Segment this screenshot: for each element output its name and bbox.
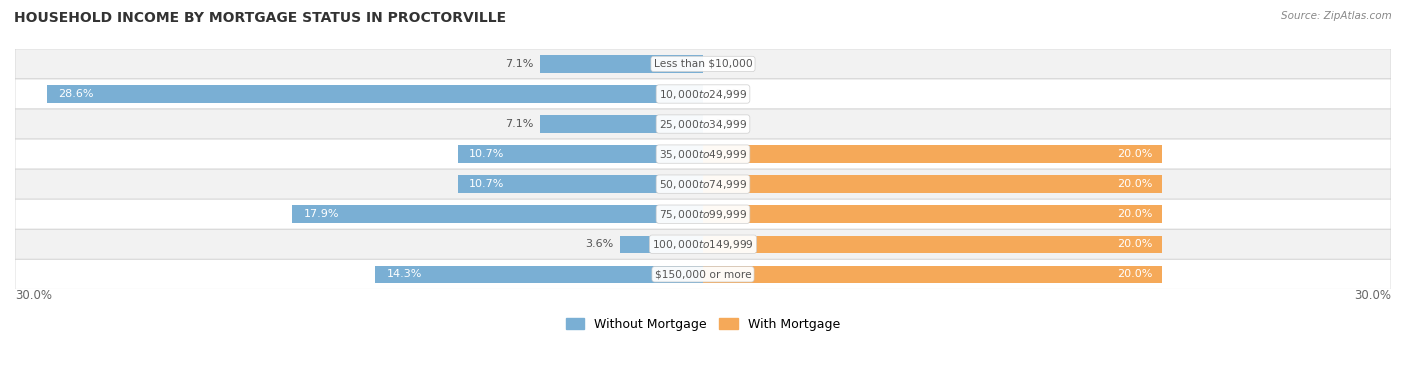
FancyBboxPatch shape — [15, 109, 1391, 139]
Bar — [457, 146, 703, 163]
Bar — [703, 146, 1161, 163]
Bar — [540, 115, 703, 133]
Bar — [703, 175, 1161, 193]
Text: 17.9%: 17.9% — [304, 209, 339, 219]
Text: 14.3%: 14.3% — [387, 269, 422, 279]
Text: 10.7%: 10.7% — [470, 179, 505, 189]
Text: 30.0%: 30.0% — [1354, 289, 1391, 302]
Text: $35,000 to $49,999: $35,000 to $49,999 — [659, 147, 747, 161]
Bar — [457, 175, 703, 193]
Text: $75,000 to $99,999: $75,000 to $99,999 — [659, 208, 747, 221]
Bar — [48, 85, 703, 103]
FancyBboxPatch shape — [15, 79, 1391, 109]
Bar — [620, 236, 703, 253]
Legend: Without Mortgage, With Mortgage: Without Mortgage, With Mortgage — [561, 313, 845, 336]
FancyBboxPatch shape — [15, 49, 1391, 79]
Text: Source: ZipAtlas.com: Source: ZipAtlas.com — [1281, 11, 1392, 21]
Text: $50,000 to $74,999: $50,000 to $74,999 — [659, 178, 747, 191]
FancyBboxPatch shape — [15, 259, 1391, 289]
Text: 3.6%: 3.6% — [585, 239, 613, 249]
Text: 20.0%: 20.0% — [1118, 209, 1153, 219]
Text: 7.1%: 7.1% — [505, 119, 533, 129]
Bar — [375, 265, 703, 283]
Text: 7.1%: 7.1% — [505, 59, 533, 69]
FancyBboxPatch shape — [15, 199, 1391, 229]
Text: HOUSEHOLD INCOME BY MORTGAGE STATUS IN PROCTORVILLE: HOUSEHOLD INCOME BY MORTGAGE STATUS IN P… — [14, 11, 506, 25]
Bar — [703, 205, 1161, 223]
Bar — [703, 265, 1161, 283]
Text: 0.0%: 0.0% — [714, 89, 742, 99]
Text: $100,000 to $149,999: $100,000 to $149,999 — [652, 238, 754, 251]
FancyBboxPatch shape — [15, 169, 1391, 199]
Bar — [703, 236, 1161, 253]
Text: 0.0%: 0.0% — [714, 119, 742, 129]
Text: 0.0%: 0.0% — [714, 59, 742, 69]
Text: 10.7%: 10.7% — [470, 149, 505, 159]
Text: 20.0%: 20.0% — [1118, 269, 1153, 279]
Text: 28.6%: 28.6% — [59, 89, 94, 99]
Text: Less than $10,000: Less than $10,000 — [654, 59, 752, 69]
Text: $150,000 or more: $150,000 or more — [655, 269, 751, 279]
FancyBboxPatch shape — [15, 229, 1391, 259]
Text: 30.0%: 30.0% — [15, 289, 52, 302]
Text: $25,000 to $34,999: $25,000 to $34,999 — [659, 118, 747, 130]
FancyBboxPatch shape — [15, 139, 1391, 169]
Text: 20.0%: 20.0% — [1118, 239, 1153, 249]
Bar — [540, 55, 703, 73]
Text: 20.0%: 20.0% — [1118, 179, 1153, 189]
Bar — [292, 205, 703, 223]
Text: $10,000 to $24,999: $10,000 to $24,999 — [659, 87, 747, 101]
Text: 20.0%: 20.0% — [1118, 149, 1153, 159]
